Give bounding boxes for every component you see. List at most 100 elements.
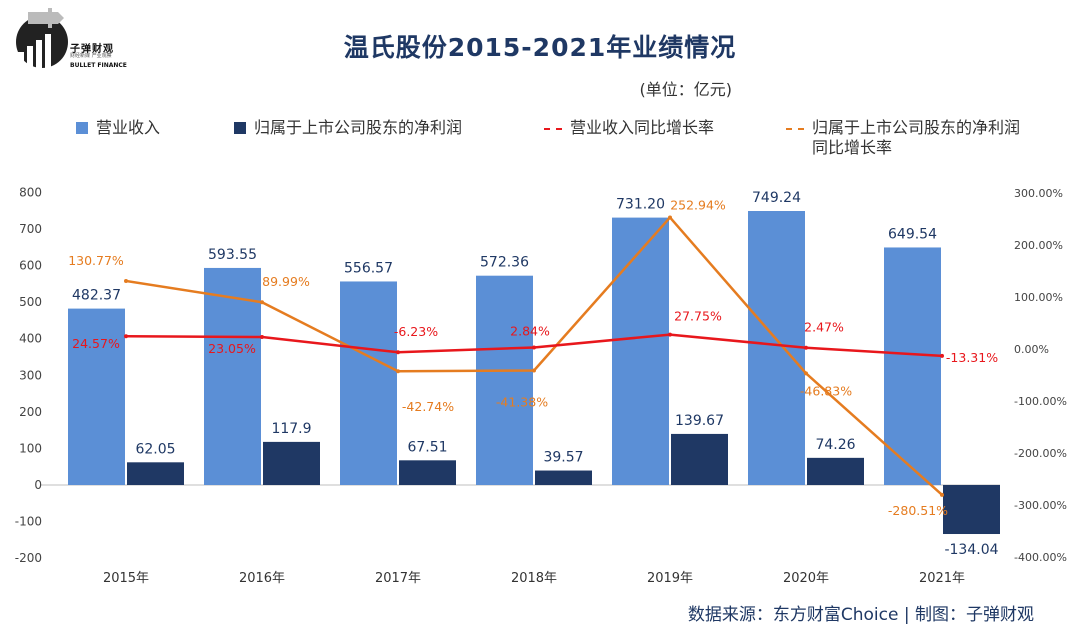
bar-net-profit [943,485,1000,535]
right-axis-tick: -200.00% [1014,447,1067,460]
data-label-revenue-growth: 2.84% [510,324,550,339]
data-label-revenue: 556.57 [344,260,393,276]
legend-revenue-growth: 营业收入同比增长率 [544,118,714,138]
data-label-revenue: 749.24 [752,190,801,206]
legend-swatch-revenue [76,122,88,134]
data-label-revenue: 572.36 [480,255,529,271]
right-axis-tick: 100.00% [1014,291,1063,304]
line-profit-growth-point [804,371,808,376]
left-axis-tick: 0 [34,478,42,492]
data-label-revenue-growth: -13.31% [946,350,998,365]
left-axis-tick: -200 [15,551,42,565]
right-axis-tick: -100.00% [1014,395,1067,408]
line-revenue-growth-point [804,345,808,350]
line-revenue-growth-point [532,345,536,350]
legend-label-profit-growth: 归属于上市公司股东的净利润 同比增长率 [812,118,1020,158]
bar-net-profit [399,460,456,485]
left-axis-tick: 400 [19,332,42,346]
legend-label-profit-growth-line2: 同比增长率 [812,138,893,157]
line-revenue-growth-point [124,334,128,339]
data-label-profit-growth: -42.74% [402,399,454,414]
bullet-logo-icon [16,8,68,68]
legend-label-revenue-growth: 营业收入同比增长率 [570,118,715,137]
brand-slogan: 财经新媒 产业观察 [70,53,112,59]
data-label-revenue-growth: 2.47% [804,320,844,335]
data-label-net-profit: 67.51 [407,439,447,455]
bar-net-profit [263,441,320,485]
right-axis-tick: 200.00% [1014,239,1063,252]
data-label-revenue-growth: 24.57% [72,336,120,351]
line-profit-growth-point [260,300,264,305]
line-profit-growth-point [940,492,944,497]
data-label-profit-growth: -280.51% [888,503,948,518]
left-axis-tick: -100 [15,515,42,529]
line-profit-growth-point [396,369,400,374]
left-axis-tick: 100 [19,441,42,455]
legend-net-profit: 归属于上市公司股东的净利润 [234,118,462,138]
chart-title: 温氏股份2015-2021年业绩情况 [343,33,737,62]
data-label-profit-growth: -46.83% [800,383,852,398]
brand-name-en: BULLET FINANCE [70,62,127,69]
data-label-net-profit: 117.9 [271,421,311,437]
x-axis-tick: 2018年 [511,571,557,586]
bar-revenue [340,281,397,485]
x-axis-tick: 2021年 [919,571,965,586]
bar-net-profit [535,470,592,485]
left-axis-tick: 200 [19,405,42,419]
bar-net-profit [807,457,864,485]
x-axis-tick: 2019年 [647,571,693,586]
bar-net-profit [671,433,728,485]
line-revenue-growth-point [940,353,944,358]
legend-label-revenue: 营业收入 [96,118,161,137]
bar-revenue [612,217,669,485]
bar-net-profit [127,462,184,485]
bar-revenue [68,308,125,485]
left-axis-tick: 600 [19,259,42,273]
data-label-profit-growth: 252.94% [670,197,726,212]
line-profit-growth-point [124,278,128,283]
x-axis-tick: 2020年 [783,571,829,586]
data-label-net-profit: 74.26 [815,437,855,453]
data-label-profit-growth: 130.77% [68,253,124,268]
legend-label-net-profit: 归属于上市公司股东的净利润 [254,118,463,137]
x-axis-tick: 2017年 [375,571,421,586]
data-label-revenue-growth: -6.23% [394,324,438,339]
unit-label: (单位：亿元) [639,80,733,99]
right-axis-tick: -400.00% [1014,551,1067,564]
data-label-profit-growth: -41.38% [496,395,548,410]
line-revenue-growth-point [260,335,264,340]
bar-revenue [476,275,533,485]
left-axis-tick: 300 [19,368,42,382]
right-axis-tick: -300.00% [1014,499,1067,512]
left-axis-tick: 700 [19,222,42,236]
data-label-revenue: 649.54 [888,226,937,242]
bar-revenue [204,267,261,485]
line-revenue-growth-point [396,350,400,355]
data-label-net-profit: 62.05 [135,441,175,457]
data-label-net-profit: 39.57 [543,450,583,466]
x-axis-tick: 2015年 [103,571,149,586]
bar-revenue [748,211,805,485]
legend-profit-growth: 归属于上市公司股东的净利润 同比增长率 [786,118,1020,158]
data-label-revenue: 731.20 [616,197,665,213]
legend-swatch-net-profit [234,122,246,134]
legend-swatch-revenue-growth [544,128,562,130]
bar-revenue [884,247,941,485]
data-label-revenue-growth: 27.75% [674,309,722,324]
data-label-revenue: 482.37 [72,288,121,304]
brand-name: 子弹财观 [70,44,114,55]
legend-revenue: 营业收入 [76,118,160,138]
x-axis-tick: 2016年 [239,571,285,586]
source-note: 数据来源：东方财富Choice | 制图：子弹财观 [687,605,1034,625]
left-axis-tick: 500 [19,295,42,309]
line-profit-growth-point [532,368,536,373]
right-axis-tick: 300.00% [1014,187,1063,200]
data-label-revenue: 593.55 [208,247,257,263]
data-label-net-profit: -134.04 [944,542,998,558]
brand-logo: 子弹财观 财经新媒 产业观察 BULLET FINANCE [8,6,127,72]
right-axis-tick: 0.00% [1014,343,1049,356]
legend-label-profit-growth-line1: 归属于上市公司股东的净利润 [812,118,1021,137]
data-label-profit-growth: 89.99% [262,274,310,289]
left-axis-tick: 800 [19,185,42,199]
